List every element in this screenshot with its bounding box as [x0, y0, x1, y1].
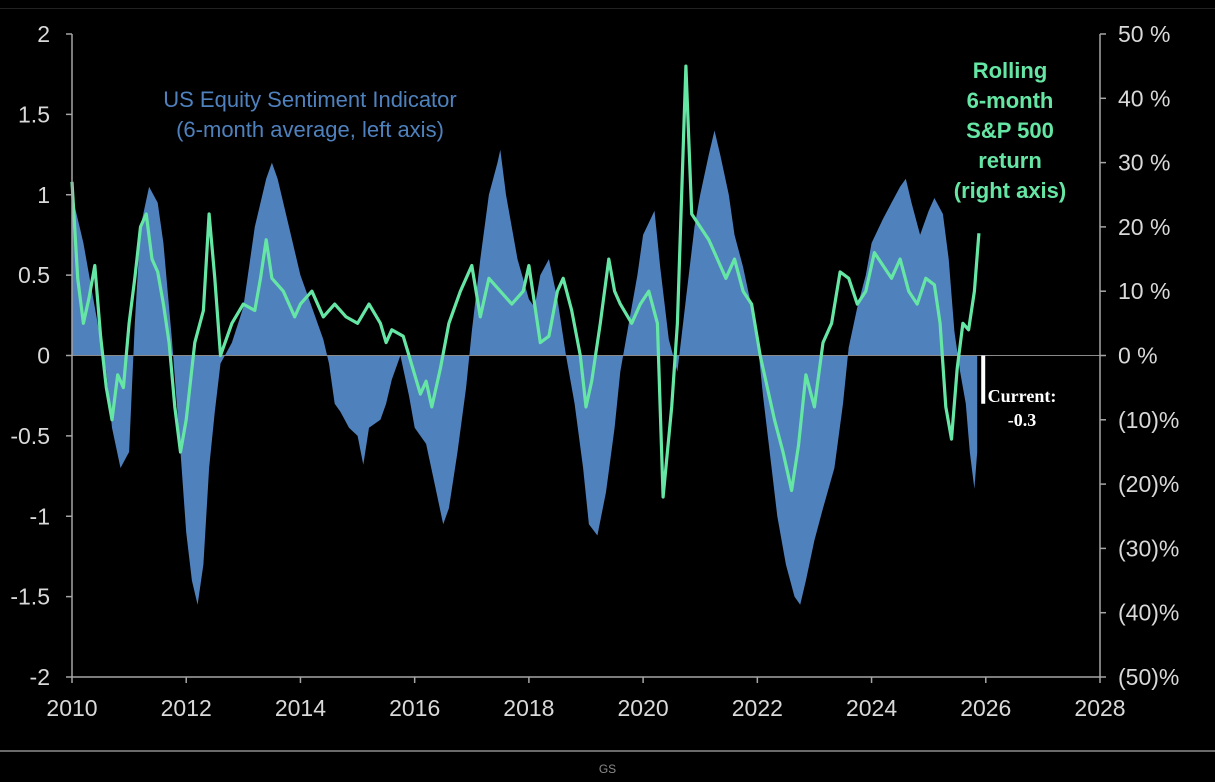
left-tick-label: -2 — [30, 664, 50, 690]
x-tick-label: 2028 — [1074, 695, 1125, 721]
left-tick-label: 0 — [37, 343, 50, 369]
left-tick-label: 1 — [37, 182, 50, 208]
x-tick-label: 2014 — [275, 695, 326, 721]
right-tick-label: 10 % — [1118, 278, 1170, 304]
left-tick-label: 0.5 — [18, 262, 50, 288]
right-tick-label: 40 % — [1118, 85, 1170, 111]
return-label-line-4: return — [978, 148, 1042, 173]
source-label: GS — [598, 762, 617, 776]
x-tick-label: 2012 — [161, 695, 212, 721]
left-tick-label: 1.5 — [18, 101, 50, 127]
right-tick-label: (10)% — [1118, 407, 1179, 433]
return-label-line-2: 6-month — [967, 88, 1054, 113]
left-tick-label: -1 — [30, 503, 50, 529]
right-tick-label: (20)% — [1118, 471, 1179, 497]
right-tick-label: 20 % — [1118, 214, 1170, 240]
x-tick-label: 2018 — [503, 695, 554, 721]
sentiment-area — [72, 130, 978, 605]
right-tick-label: 0 % — [1118, 343, 1158, 369]
sentiment-series-sublabel: (6-month average, left axis) — [176, 117, 444, 142]
return-label-line-1: Rolling — [973, 58, 1048, 83]
x-tick-label: 2024 — [846, 695, 897, 721]
left-tick-label: -1.5 — [10, 584, 50, 610]
right-tick-label: (50)% — [1118, 664, 1179, 690]
right-tick-label: (30)% — [1118, 535, 1179, 561]
x-tick-label: 2010 — [46, 695, 97, 721]
x-tick-label: 2016 — [389, 695, 440, 721]
x-tick-label: 2022 — [732, 695, 783, 721]
x-tick-label: 2020 — [618, 695, 669, 721]
right-tick-label: 50 % — [1118, 21, 1170, 47]
top-divider — [0, 8, 1215, 9]
x-tick-label: 2026 — [960, 695, 1011, 721]
sentiment-area-layer — [72, 130, 978, 605]
axes — [66, 33, 1106, 683]
left-tick-label: 2 — [37, 21, 50, 47]
current-label: Current: — [988, 386, 1057, 406]
return-label-line-5: (right axis) — [954, 178, 1066, 203]
sentiment-chart: 2 1.5 1 0.5 0 -0.5 -1 -1.5 -2 50 % 40 % 30 % 20 % 10 … — [10, 21, 1179, 721]
right-tick-label: 30 % — [1118, 150, 1170, 176]
tick-labels: 2 1.5 1 0.5 0 -0.5 -1 -1.5 -2 50 % 40 % 30 % 20 % 10 … — [10, 21, 1179, 721]
return-label-line-3: S&P 500 — [966, 118, 1054, 143]
bottom-divider — [0, 750, 1215, 752]
sentiment-series-label: US Equity Sentiment Indicator — [163, 87, 456, 112]
current-value: -0.3 — [1008, 410, 1037, 430]
left-tick-label: -0.5 — [10, 423, 50, 449]
return-line — [70, 64, 981, 499]
return-line-layer — [70, 64, 981, 499]
right-tick-label: (40)% — [1118, 600, 1179, 626]
